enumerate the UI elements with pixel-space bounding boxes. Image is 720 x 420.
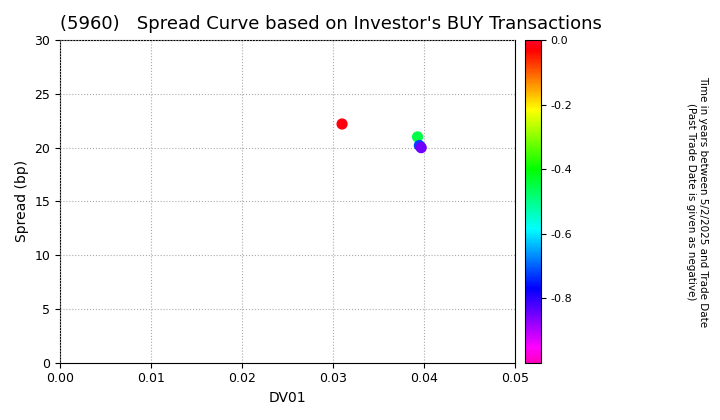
Point [336,121,348,127]
Y-axis label: Time in years between 5/2/2025 and Trade Date
(Past Trade Date is given as negat: Time in years between 5/2/2025 and Trade… [686,76,708,327]
Point [413,142,425,149]
Text: (5960)   Spread Curve based on Investor's BUY Transactions: (5960) Spread Curve based on Investor's … [60,15,602,33]
Y-axis label: Spread (bp): Spread (bp) [15,160,29,242]
Point [412,134,423,140]
Point [415,144,427,151]
X-axis label: DV01: DV01 [269,391,306,405]
